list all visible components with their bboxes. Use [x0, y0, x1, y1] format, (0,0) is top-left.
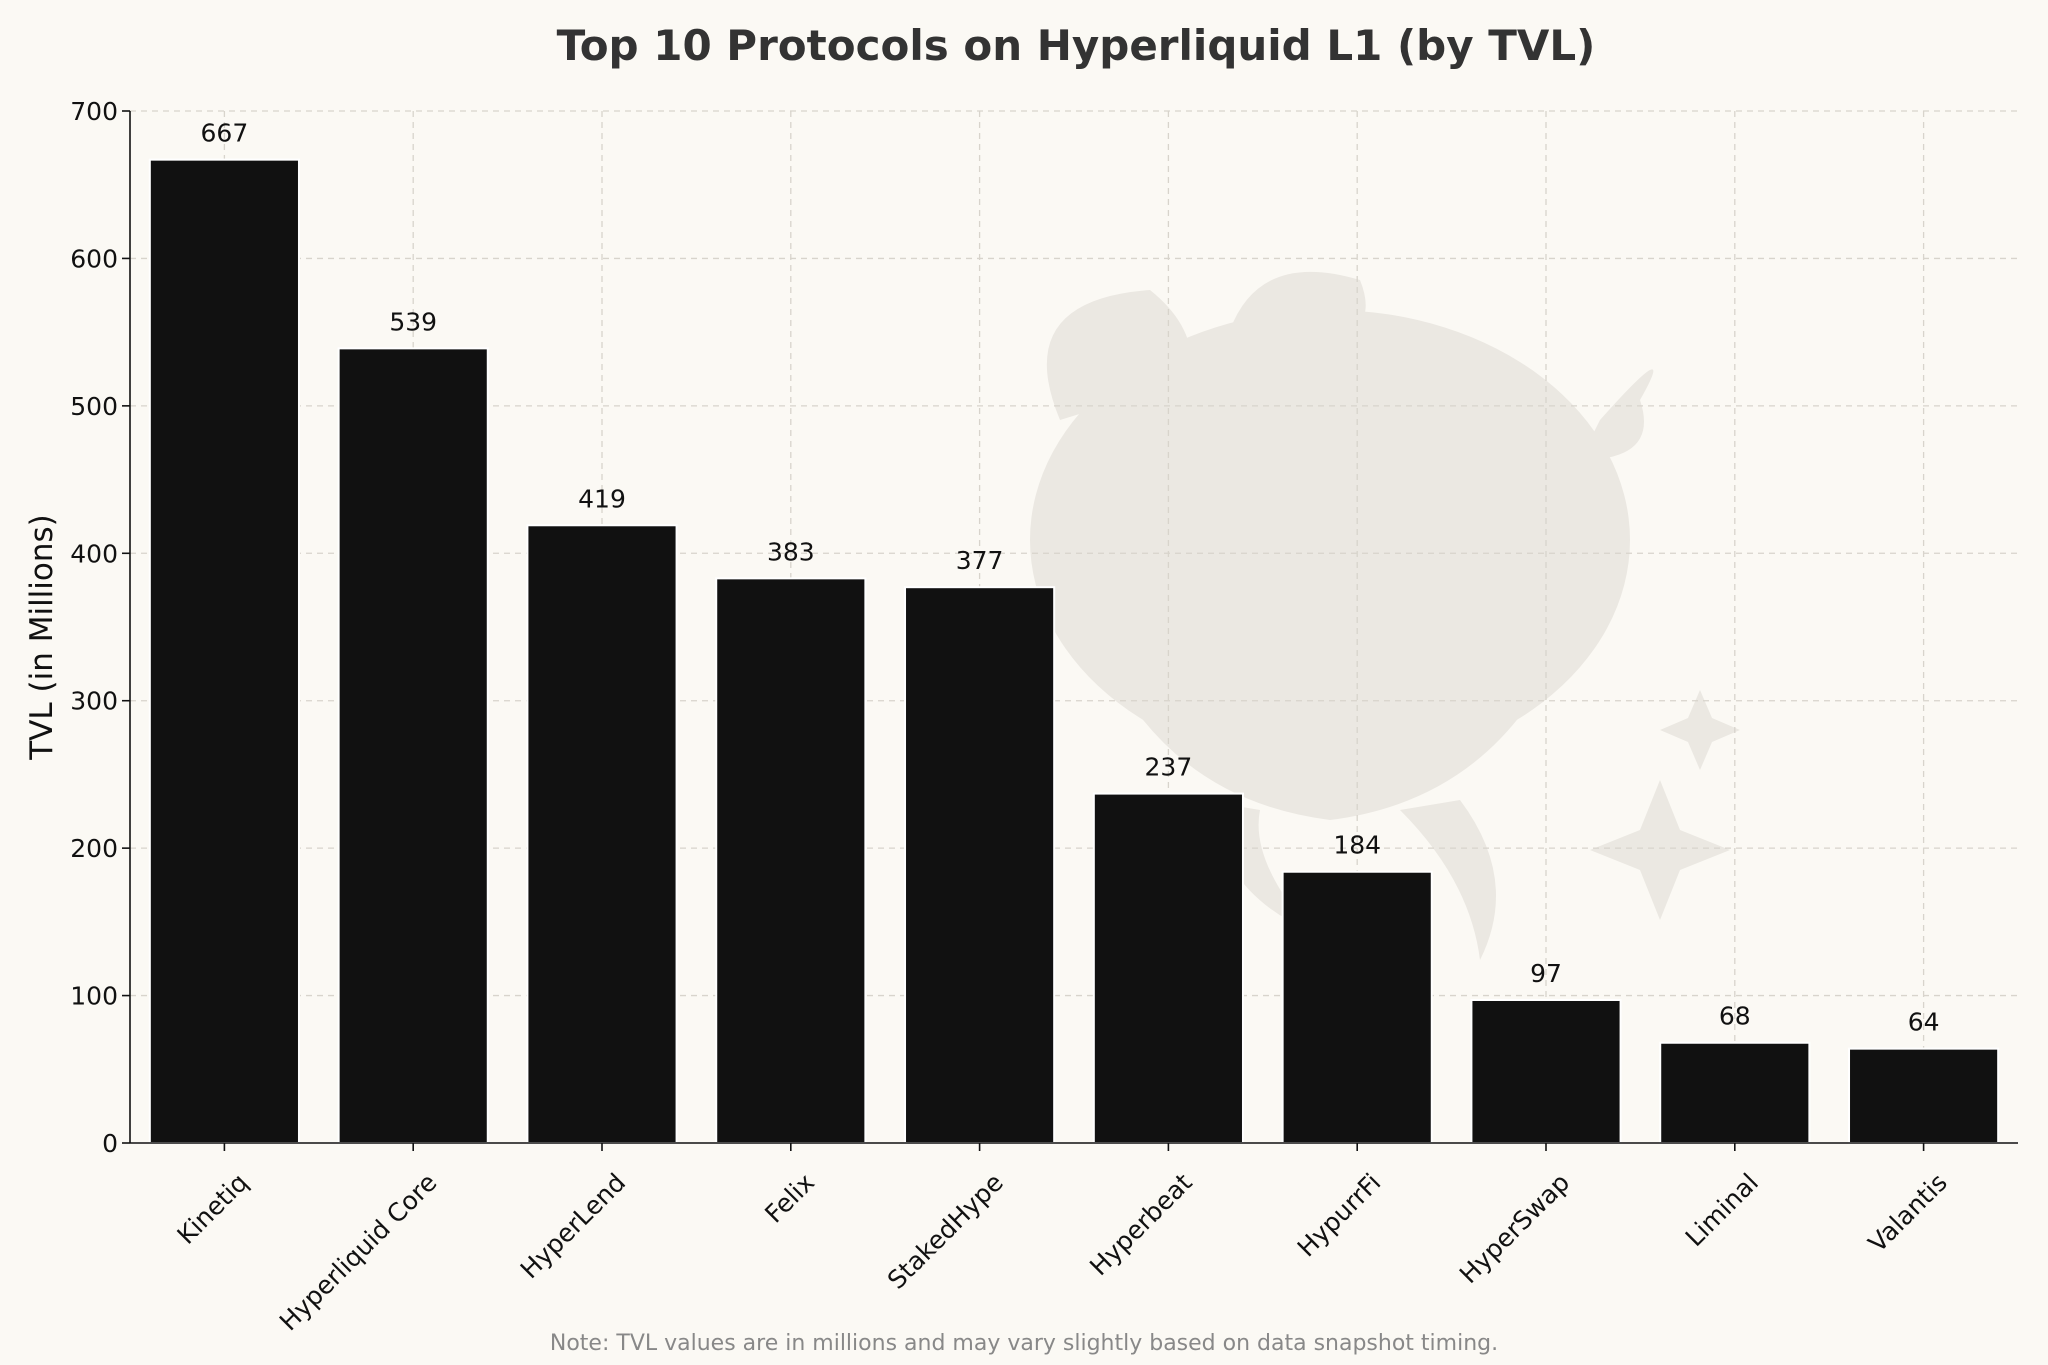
- y-tick-label: 400: [70, 539, 118, 568]
- x-tick-label: HypurrFi: [1292, 1168, 1387, 1263]
- bar: [1659, 1041, 1811, 1144]
- x-tick-label: Liminal: [1680, 1168, 1764, 1252]
- x-tick-label: Felix: [759, 1168, 820, 1229]
- bar-value-label: 237: [1145, 753, 1193, 782]
- y-tick-label: 100: [70, 982, 118, 1011]
- chart-title: Top 10 Protocols on Hyperliquid L1 (by T…: [557, 21, 1596, 70]
- bar: [337, 347, 489, 1144]
- bar-value-label: 68: [1719, 1002, 1751, 1031]
- x-tick-label: StakedHype: [882, 1168, 1009, 1295]
- bar: [1281, 870, 1433, 1145]
- y-tick-label: 300: [70, 687, 118, 716]
- y-tick-label: 700: [70, 97, 118, 126]
- bar-value-label: 377: [956, 546, 1004, 575]
- bar-value-label: 419: [578, 484, 626, 513]
- bar: [526, 524, 678, 1144]
- x-tick-label: Kinetiq: [172, 1168, 254, 1250]
- x-tick-label: HyperSwap: [1454, 1168, 1575, 1289]
- bar: [1470, 998, 1622, 1144]
- x-tick-label: Valantis: [1863, 1168, 1953, 1258]
- bar: [715, 577, 867, 1144]
- bar-value-label: 539: [389, 307, 437, 336]
- x-tick-label: HyperLend: [515, 1168, 631, 1284]
- x-tick-label: Hyperliquid Core: [274, 1168, 443, 1337]
- watermark-mascot-icon: [1030, 271, 1740, 960]
- x-tick-label: Hyperbeat: [1084, 1168, 1198, 1282]
- bar-value-label: 184: [1333, 831, 1381, 860]
- y-tick-label: 200: [70, 834, 118, 863]
- bar: [148, 158, 300, 1144]
- y-tick-label: 600: [70, 244, 118, 273]
- footnote: Note: TVL values are in millions and may…: [550, 1331, 1498, 1356]
- y-axis-label: TVL (in Millions): [24, 514, 60, 761]
- bar: [904, 586, 1056, 1144]
- y-tick-label: 500: [70, 392, 118, 421]
- bar: [1092, 792, 1244, 1144]
- bar-value-label: 383: [767, 537, 815, 566]
- y-tick-label: 0: [102, 1129, 118, 1158]
- bar-value-label: 97: [1530, 959, 1562, 988]
- bar: [1848, 1047, 2000, 1145]
- bar-value-label: 64: [1908, 1008, 1940, 1037]
- bar-value-label: 667: [201, 119, 249, 148]
